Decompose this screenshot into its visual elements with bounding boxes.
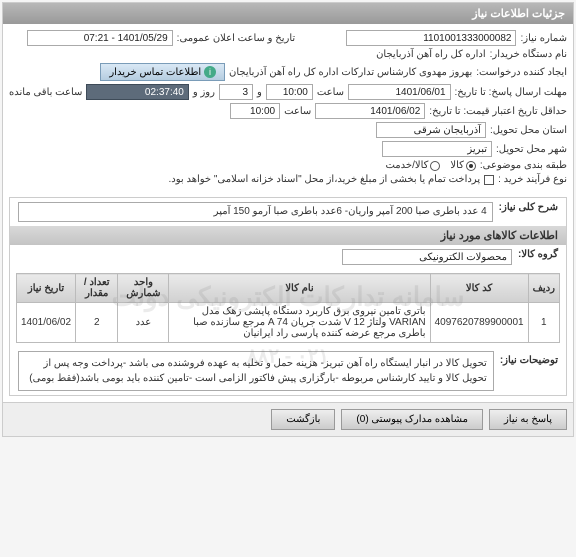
radio-service-dot [430, 161, 440, 171]
attach-button[interactable]: مشاهده مدارک پیوستی (0) [341, 409, 483, 430]
radio-goods-dot [466, 161, 476, 171]
td-name: باتری تامین نیروی برق کاربرد دستگاه پایش… [169, 303, 430, 343]
delivery-prov-label: استان محل تحویل: [490, 125, 567, 136]
price-valid-label: حداقل تاریخ اعتبار قیمت: تا تاریخ: [429, 106, 567, 117]
announce-value: 1401/05/29 - 07:21 [27, 30, 172, 46]
desc-row: شرح کلی نیاز: 4 عدد باطری صبا 200 آمپر و… [10, 198, 566, 226]
remain-label: ساعت باقی مانده [9, 87, 82, 98]
notes-text: تحویل کالا در انبار ایستگاه راه آهن تبری… [18, 351, 494, 391]
group-row: گروه کالا: محصولات الکترونیکی [10, 245, 566, 269]
th-date: تاریخ نیاز [17, 274, 76, 303]
buy-type-check[interactable] [484, 175, 494, 185]
panel-title: جزئیات اطلاعات نیاز [3, 3, 573, 24]
time-label-2: ساعت [284, 106, 311, 117]
days-label: روز و [193, 87, 215, 98]
req-no-value: 1101001333000082 [346, 30, 516, 46]
reply-button[interactable]: پاسخ به نیاز [489, 409, 567, 430]
notes-label: توضیحات نیاز: [500, 351, 558, 366]
contact-button[interactable]: i اطلاعات تماس خریدار [100, 63, 225, 81]
table-header-row: ردیف کد کالا نام کالا واحد شمارش تعداد /… [17, 274, 560, 303]
buyer-value: اداره کل راه آهن آذربایجان [376, 49, 486, 60]
info-icon: i [204, 66, 216, 78]
deadline-label: مهلت ارسال پاسخ: تا تاریخ: [455, 87, 567, 98]
td-qty: 2 [76, 303, 118, 343]
delivery-prov-value: آذربایجان شرقی [376, 122, 486, 138]
footer: پاسخ به نیاز مشاهده مدارک پیوستی (0) باز… [3, 402, 573, 436]
delivery-city-value: تبریز [382, 141, 492, 157]
price-date: 1401/06/02 [315, 103, 425, 119]
announce-label: تاریخ و ساعت اعلان عمومی: [177, 33, 296, 44]
creator-value: بهروز مهدوی کارشناس تدارکات اداره کل راه… [229, 67, 472, 78]
items-table: ردیف کد کالا نام کالا واحد شمارش تعداد /… [16, 273, 560, 343]
days-value: 3 [219, 84, 253, 100]
table-row: 1 4097620789900001 باتری تامین نیروی برق… [17, 303, 560, 343]
buy-type-note: پرداخت تمام یا بخشی از مبلغ خرید،از محل … [169, 174, 481, 185]
td-date: 1401/06/02 [17, 303, 76, 343]
radio-service[interactable]: کالا/خدمت [385, 160, 440, 171]
main-panel: جزئیات اطلاعات نیاز شماره نیاز: 11010013… [2, 2, 574, 437]
contact-label: اطلاعات تماس خریدار [109, 67, 201, 78]
class-radio-group: کالا کالا/خدمت [385, 160, 475, 171]
price-time: 10:00 [230, 103, 280, 119]
req-no-label: شماره نیاز: [520, 33, 567, 44]
buy-type-label: نوع فرآیند خرید : [498, 174, 567, 185]
delivery-city-label: شهر محل تحویل: [496, 144, 567, 155]
creator-label: ایجاد کننده درخواست: [476, 67, 567, 78]
th-qty: تعداد / مقدار [76, 274, 118, 303]
th-idx: ردیف [528, 274, 559, 303]
radio-service-label: کالا/خدمت [385, 160, 428, 171]
class-label: طبقه بندی موضوعی: [480, 160, 567, 171]
inner-panel: سامانه تدارکات الکترونیکی دولت شرح کلی ن… [9, 197, 567, 396]
th-code: کد کالا [430, 274, 528, 303]
buyer-label: نام دستگاه خریدار: [490, 49, 567, 60]
td-idx: 1 [528, 303, 559, 343]
back-button[interactable]: بازگشت [271, 409, 335, 430]
time-label-1: ساعت [317, 87, 344, 98]
group-value: محصولات الکترونیکی [342, 249, 512, 265]
remain-value: 02:37:40 [86, 84, 188, 100]
deadline-date: 1401/06/01 [348, 84, 450, 100]
form-body: شماره نیاز: 1101001333000082 تاریخ و ساع… [3, 24, 573, 191]
deadline-time: 10:00 [266, 84, 313, 100]
desc-text: 4 عدد باطری صبا 200 آمپر واریان- 6عدد با… [18, 202, 493, 222]
notes-row: توضیحات نیاز: تحویل کالا در انبار ایستگا… [10, 347, 566, 395]
and-label: و [257, 87, 262, 98]
td-unit: عدد [118, 303, 169, 343]
th-name: نام کالا [169, 274, 430, 303]
items-header: اطلاعات کالاهای مورد نیاز [10, 226, 566, 245]
td-code: 4097620789900001 [430, 303, 528, 343]
th-unit: واحد شمارش [118, 274, 169, 303]
group-label: گروه کالا: [518, 249, 558, 265]
desc-label: شرح کلی نیاز: [499, 202, 558, 222]
radio-goods-label: کالا [450, 160, 464, 171]
radio-goods[interactable]: کالا [450, 160, 476, 171]
